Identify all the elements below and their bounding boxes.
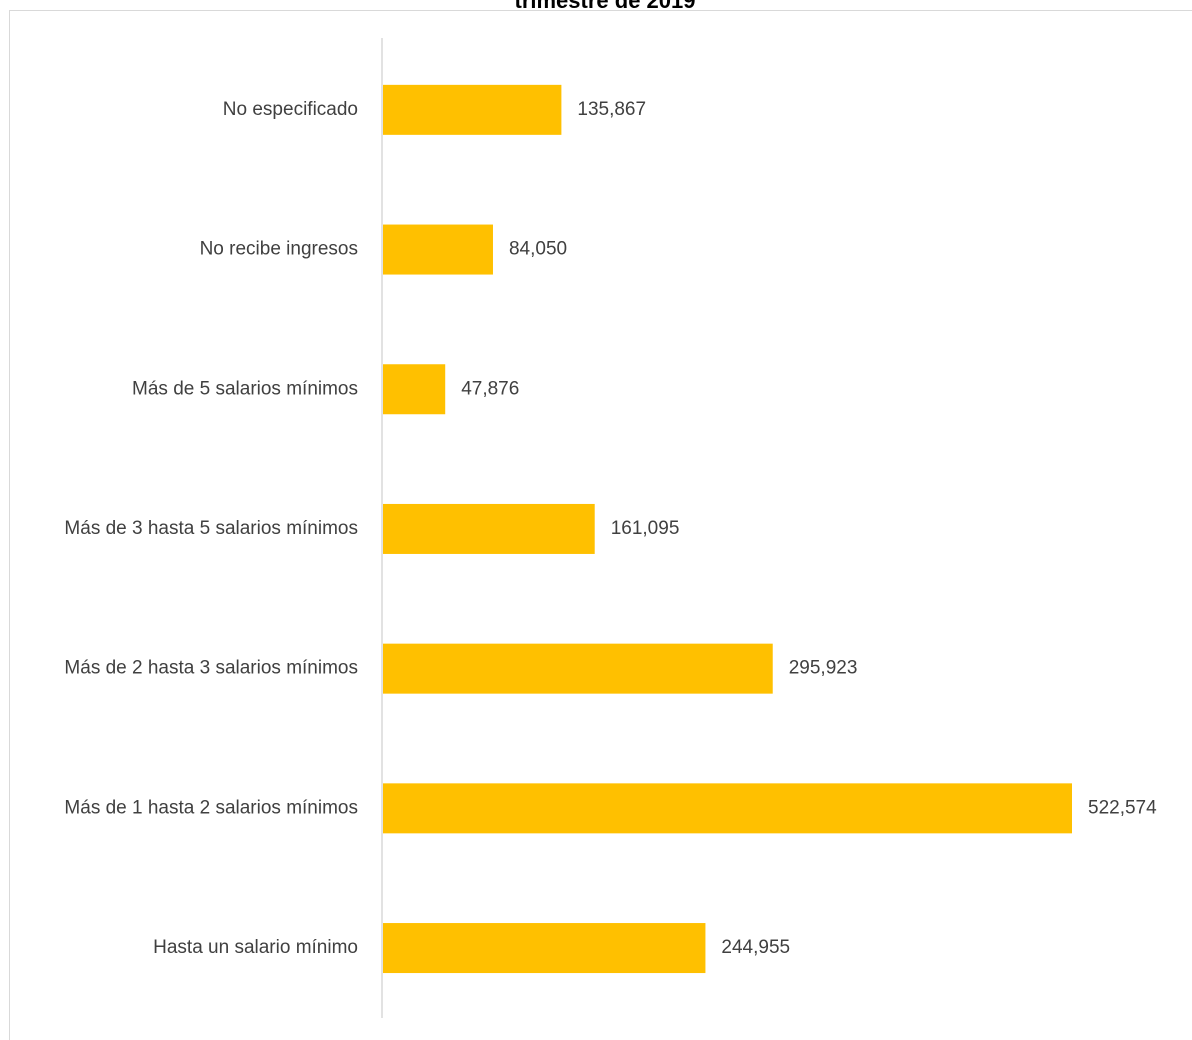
bar [383, 364, 446, 415]
bar [383, 84, 562, 135]
value-label: 244,955 [721, 937, 790, 958]
category-label: Más de 5 salarios mínimos [132, 378, 358, 399]
bar [383, 503, 595, 554]
category-label: No especificado [223, 99, 358, 120]
value-label: 161,095 [611, 518, 680, 539]
bar [383, 224, 493, 275]
value-label: 295,923 [789, 658, 858, 679]
category-label: Más de 1 hasta 2 salarios mínimos [64, 797, 358, 818]
bar [383, 783, 1072, 834]
category-label: No recibe ingresos [200, 239, 358, 260]
value-label: 84,050 [509, 239, 567, 260]
bar [383, 923, 706, 974]
value-label: 522,574 [1088, 797, 1157, 818]
chart-frame [9, 10, 1192, 1040]
category-label: Hasta un salario mínimo [153, 937, 358, 958]
value-label: 47,876 [461, 378, 519, 399]
bar [383, 643, 773, 694]
value-label: 135,867 [577, 99, 646, 120]
category-label: Más de 3 hasta 5 salarios mínimos [64, 518, 358, 539]
category-label: Más de 2 hasta 3 salarios mínimos [64, 658, 358, 679]
chart-title: trimestre de 2019 [515, 0, 696, 13]
